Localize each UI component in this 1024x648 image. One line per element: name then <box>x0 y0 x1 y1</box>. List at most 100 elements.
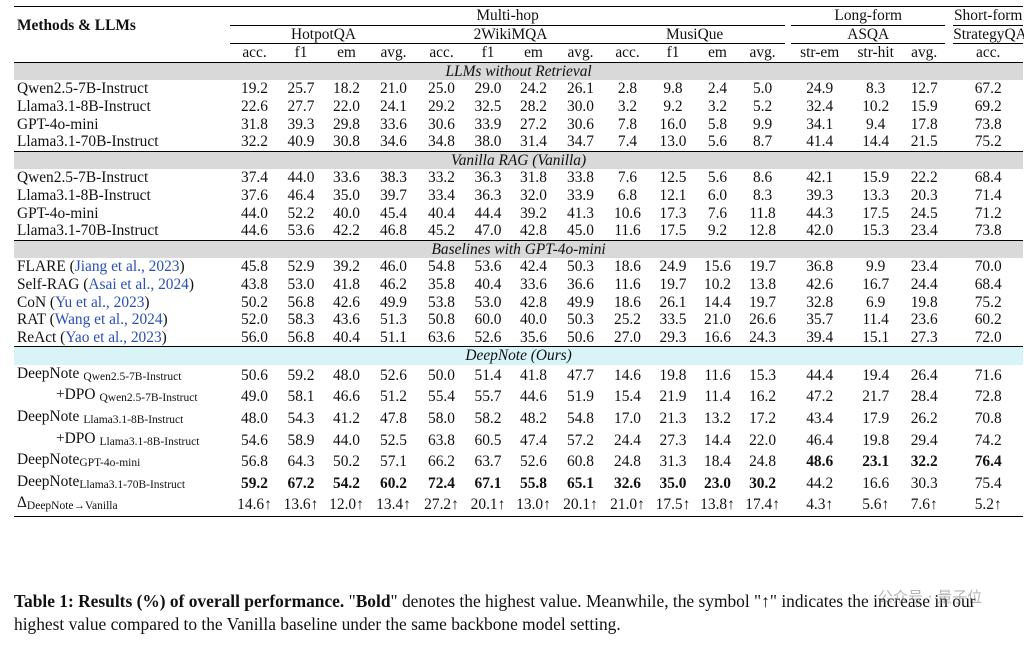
value-cell: 56.0 <box>230 328 279 348</box>
best-value: 65.1 <box>567 474 594 492</box>
citation-link[interactable]: Jiang et al., 2023 <box>74 258 180 276</box>
value-cell: 5.0 <box>752 80 773 98</box>
value-cell: 56.8 <box>279 328 323 348</box>
value-cell: 60.2 <box>370 473 417 495</box>
best-value: 54.2 <box>333 474 360 492</box>
value-cell: 68.4 <box>974 275 1002 293</box>
value-cell: 45.8 <box>241 258 268 276</box>
method-cell: Llama3.1-8B-Instruct <box>14 187 224 205</box>
method-name: +DPO <box>56 386 96 404</box>
value-cell: 65.1 <box>557 473 604 495</box>
value-cell: 63.8 <box>428 431 455 449</box>
value-cell: 26.1 <box>567 80 594 98</box>
value-cell: 30.8 <box>323 133 370 152</box>
value-cell: 23.1 <box>848 451 903 473</box>
value-cell: 71.6 <box>974 366 1002 384</box>
value-cell: 8.3 <box>866 80 886 98</box>
dataset-asqa: ASQA <box>791 25 946 45</box>
best-value: 67.1 <box>474 474 502 492</box>
value-cell: 53.8 <box>428 293 455 311</box>
group-multihop: Multi-hop <box>230 6 786 26</box>
citation-link[interactable]: Yao et al., 2023 <box>65 328 162 346</box>
backbone-subscript: GPT-4o-mini <box>79 457 141 470</box>
value-cell: 31.8 <box>241 115 268 133</box>
value-cell: 23.4 <box>910 258 938 276</box>
value-cell: 20.1↑ <box>557 494 604 518</box>
value-cell: 9.9 <box>866 258 886 276</box>
value-cell: 45.2 <box>417 222 466 241</box>
value-cell: 73.8 <box>974 115 1002 133</box>
value-cell: 75.2 <box>953 133 1024 152</box>
value-cell: 51.1 <box>370 328 417 348</box>
value-cell: 44.6 <box>230 222 279 241</box>
section-header-row: Baselines with GPT-4o-mini <box>14 240 1024 259</box>
value-cell: 55.7 <box>474 388 502 406</box>
value-cell: 24.1 <box>380 97 407 115</box>
value-cell: 59.2 <box>287 366 315 384</box>
value-cell: 66.2 <box>428 453 455 471</box>
value-cell: 44.0 <box>333 431 360 449</box>
method-cell: Llama3.1-70B-Instruct <box>14 222 224 241</box>
value-cell: 47.7 <box>567 366 594 384</box>
value-cell: 50.2 <box>333 453 360 471</box>
value-cell: 48.0 <box>333 366 360 384</box>
value-cell: 38.3 <box>380 169 407 187</box>
citation-link[interactable]: Wang et al., 2024 <box>54 311 163 329</box>
method-name: DeepNote <box>17 408 80 426</box>
results-body: LLMs without Retrieval Qwen2.5-7B-Instruc… <box>14 62 1024 518</box>
method-cell: DeepNoteLlama3.1-70B-Instruct <box>14 473 224 495</box>
value-cell: 25.2 <box>614 311 641 329</box>
value-cell: 26.1 <box>659 293 687 311</box>
method-name: Qwen2.5-7B-Instruct <box>17 80 149 98</box>
value-cell: 16.2 <box>749 388 777 406</box>
value-cell: 63.6 <box>417 328 466 348</box>
method-name: Qwen2.5-7B-Instruct <box>17 169 149 187</box>
value-cell: 44.0 <box>241 204 268 222</box>
best-value: 55.8 <box>520 474 547 492</box>
value-cell: 15.9 <box>862 169 890 187</box>
value-cell: 19.7 <box>749 258 777 276</box>
metric-header: em <box>510 43 557 63</box>
table-row: DeepNote Qwen2.5-7B-Instruct 50.6 59.2 48.0 5… <box>14 365 1023 387</box>
value-cell: 13.2 <box>704 410 731 428</box>
methods-header: Methods & LLMs <box>14 5 224 44</box>
table-caption: Table 1: Results (%) of overall performa… <box>14 590 1018 636</box>
value-cell: 50.3 <box>567 311 594 329</box>
method-name: Llama3.1-70B-Instruct <box>17 222 159 240</box>
value-cell: 54.3 <box>287 410 315 428</box>
value-cell: 58.1 <box>287 388 315 406</box>
value-cell: 15.1 <box>848 328 904 348</box>
value-cell: 18.4 <box>704 453 731 471</box>
section-header-row: DeepNote (Ours) <box>14 346 1024 365</box>
section-title: Vanilla RAG (Vanilla) <box>14 151 1024 170</box>
value-cell: 17.4↑ <box>740 494 786 518</box>
value-cell: 43.4 <box>806 410 834 428</box>
method-name: DeepNote <box>17 451 80 469</box>
value-cell: 43.6 <box>333 311 360 329</box>
citation-link[interactable]: Asai et al., 2024 <box>88 275 189 293</box>
value-cell: 55.8 <box>510 473 557 495</box>
value-cell: 10.2 <box>862 97 890 115</box>
method-name: ReAct <box>17 328 57 346</box>
value-cell: 42.0 <box>791 222 849 241</box>
value-cell: 47.4 <box>520 431 547 449</box>
backbone-subscript: Llama3.1-70B-Instruct <box>79 478 186 491</box>
value-cell: 11.4 <box>862 311 889 329</box>
citation-link[interactable]: Yu et al., 2023 <box>55 293 145 311</box>
dataset-musique: MusiQue <box>604 25 786 45</box>
value-cell: 38.0 <box>466 133 510 152</box>
value-cell: 7.8 <box>617 115 638 133</box>
value-cell: 75.4 <box>974 474 1002 492</box>
value-cell: 55.4 <box>428 388 455 406</box>
value-cell: 33.2 <box>428 169 455 187</box>
value-cell: 27.2↑ <box>417 494 466 518</box>
method-name: Llama3.1-8B-Instruct <box>17 186 151 204</box>
value-cell: 21.0 <box>704 311 731 329</box>
value-cell: 7.6↑ <box>903 494 946 518</box>
value-cell: 39.7 <box>380 186 407 204</box>
value-cell: 52.0 <box>241 311 268 329</box>
value-cell: 46.6 <box>333 388 360 406</box>
method-name: Llama3.1-8B-Instruct <box>17 97 151 115</box>
value-cell: 7.6 <box>707 204 728 222</box>
